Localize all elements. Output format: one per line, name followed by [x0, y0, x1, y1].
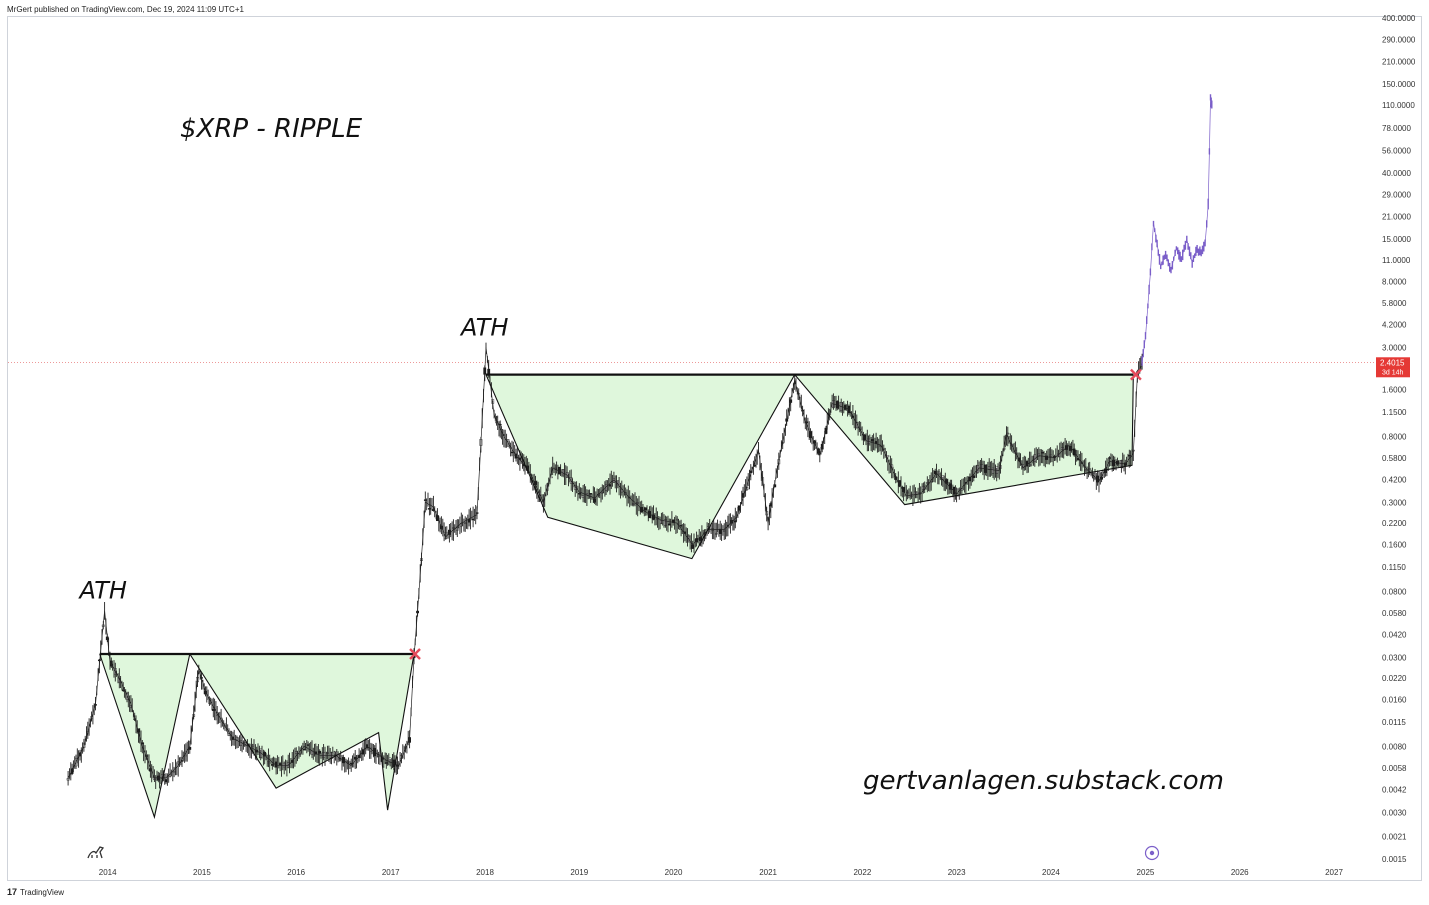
y-tick-label: 0.3000 [1382, 498, 1407, 507]
y-tick-label: 0.5800 [1382, 454, 1407, 463]
y-tick-label: 0.1150 [1382, 563, 1406, 572]
chart-title: $XRP - RIPPLE [180, 114, 363, 144]
y-tick-label: 56.0000 [1382, 146, 1411, 155]
y-tick-label: 0.2200 [1382, 519, 1407, 528]
y-tick-label: 40.0000 [1382, 169, 1411, 178]
watermark-text: gertvanlagen.substack.com [863, 766, 1224, 796]
y-tick-label: 0.0115 [1382, 718, 1406, 727]
y-tick-label: 0.0800 [1382, 587, 1407, 596]
bar-countdown-label: 3d 14h [1382, 369, 1404, 376]
y-tick-label: 3.0000 [1382, 343, 1407, 352]
pattern-2013-right [189, 653, 415, 811]
x-tick-label: 2015 [193, 868, 211, 877]
pattern-2013-right-fill [189, 654, 414, 811]
pattern-2013-left [99, 653, 191, 820]
tradingview-brand: TradingView [20, 887, 65, 897]
y-tick-label: 110.0000 [1382, 101, 1415, 110]
projection-series [1141, 94, 1213, 366]
y-tick-label: 210.0000 [1382, 57, 1416, 66]
x-tick-label: 2024 [1042, 868, 1060, 877]
y-tick-label: 0.8000 [1382, 432, 1407, 441]
tradingview-logo-icon: 17 [7, 887, 18, 897]
xrp-price-series [67, 342, 1143, 789]
x-tick-label: 2017 [382, 868, 400, 877]
price-candle [956, 488, 960, 490]
y-tick-label: 0.0580 [1382, 609, 1407, 618]
pattern-2018-right [794, 374, 1134, 506]
y-tick-label: 0.0058 [1382, 764, 1407, 773]
x-tick-label: 2019 [570, 868, 588, 877]
xrp-price-line [67, 347, 1143, 779]
target-circle-icon[interactable] [1144, 845, 1160, 861]
projection-line [1141, 98, 1213, 363]
x-tick-label: 2014 [99, 868, 117, 877]
y-tick-label: 0.1600 [1382, 541, 1407, 550]
pattern-2018-right-fill [794, 374, 1134, 505]
y-tick-label: 0.0042 [1382, 786, 1407, 795]
ath-label: ATH [459, 313, 508, 341]
y-tick-label: 0.0080 [1382, 742, 1407, 751]
y-tick-label: 1.6000 [1382, 386, 1407, 395]
x-tick-label: 2023 [948, 868, 966, 877]
pattern-2018-left-fill [486, 374, 795, 559]
y-tick-label: 78.0000 [1382, 124, 1411, 133]
x-tick-label: 2026 [1231, 868, 1249, 877]
y-tick-label: 21.0000 [1382, 212, 1411, 221]
y-tick-label: 0.0021 [1382, 832, 1407, 841]
breakout-2017-marker [409, 648, 421, 660]
x-tick-label: 2021 [759, 868, 777, 877]
y-tick-label: 150.0000 [1382, 80, 1416, 89]
x-tick-label: 2016 [287, 868, 305, 877]
y-tick-label: 0.0015 [1382, 855, 1407, 864]
publisher-header: MrGert published on TradingView.com, Dec… [7, 5, 244, 14]
breakout-2024-marker [1130, 368, 1142, 381]
y-tick-label: 0.4200 [1382, 476, 1407, 485]
x-tick-label: 2022 [853, 868, 871, 877]
y-tick-label: 0.0220 [1382, 674, 1407, 683]
tradingview-footer: 17 TradingView [7, 887, 64, 897]
pattern-2018-left [485, 374, 796, 560]
y-tick-label: 1.1500 [1382, 408, 1407, 417]
y-tick-label: 15.0000 [1382, 235, 1411, 244]
y-tick-label: 0.0030 [1382, 808, 1407, 817]
pattern-2013-left-fill [99, 654, 190, 817]
y-tick-label: 11.0000 [1382, 256, 1411, 265]
y-tick-label: 4.2000 [1382, 321, 1407, 330]
ath-label: ATH [78, 577, 127, 605]
x-tick-label: 2025 [1137, 868, 1155, 877]
dinosaur-icon[interactable] [87, 846, 105, 859]
current-price-label: 2.4015 [1380, 358, 1405, 367]
chart-frame [7, 16, 1422, 881]
y-tick-label: 0.0300 [1382, 653, 1407, 662]
x-tick-label: 2018 [476, 868, 494, 877]
y-tick-label: 29.0000 [1382, 191, 1411, 200]
y-tick-label: 0.0160 [1382, 696, 1407, 705]
y-tick-label: 400.0000 [1382, 14, 1416, 23]
y-tick-label: 8.0000 [1382, 277, 1407, 286]
x-tick-label: 2027 [1325, 868, 1343, 877]
current-price-badge: 2.4015 3d 14h [1376, 357, 1410, 378]
x-tick-label: 2020 [665, 868, 683, 877]
y-tick-label: 290.0000 [1382, 36, 1416, 45]
y-tick-label: 0.0420 [1382, 631, 1407, 640]
y-tick-label: 5.8000 [1382, 299, 1407, 308]
